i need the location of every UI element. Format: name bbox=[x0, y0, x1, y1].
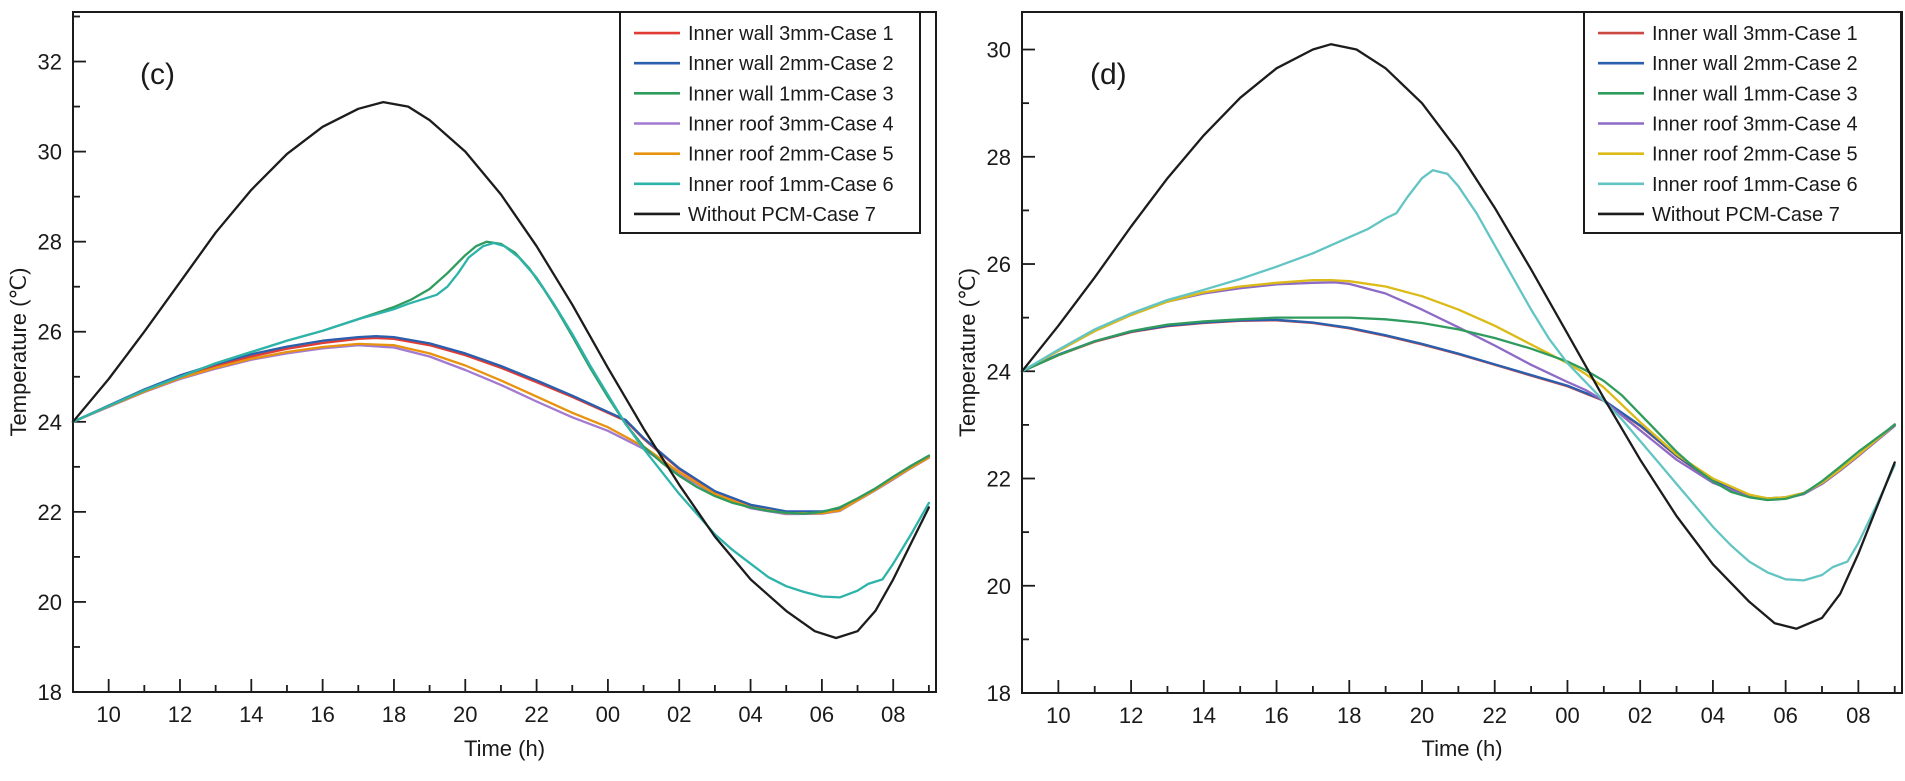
x-tick-label: 16 bbox=[1264, 703, 1288, 728]
plot-border bbox=[1021, 11, 1903, 694]
x-tick-label: 14 bbox=[239, 702, 263, 727]
x-tick-label: 16 bbox=[310, 702, 334, 727]
x-tick-label: 00 bbox=[596, 702, 620, 727]
legend-label: Without PCM-Case 7 bbox=[688, 204, 876, 226]
x-axis-title: Time (h) bbox=[464, 736, 545, 761]
series-line-case5 bbox=[71, 342, 931, 515]
series-line-case4 bbox=[1020, 281, 1896, 502]
legend-label: Inner roof 1mm-Case 6 bbox=[688, 174, 894, 196]
legend-label: Inner roof 2mm-Case 5 bbox=[688, 144, 894, 166]
x-tick-label: 14 bbox=[1192, 703, 1216, 728]
x-tick-label: 10 bbox=[1046, 703, 1070, 728]
series-line-case6 bbox=[1020, 169, 1896, 582]
x-tick-label: 00 bbox=[1555, 703, 1579, 728]
y-tick-label: 24 bbox=[987, 359, 1011, 384]
chart-panel-c: 10 12 14 16 18 20 22 00 02 04 06 08 18 20 22 24 26 28 30 32… bbox=[6, 11, 937, 761]
plot-border bbox=[72, 11, 937, 693]
y-tick-label: 28 bbox=[38, 230, 62, 255]
legend-label: Inner wall 3mm-Case 1 bbox=[1652, 23, 1858, 45]
series-line-case7 bbox=[1020, 43, 1896, 630]
legend-item-case3: Inner wall 1mm-Case 3 bbox=[1598, 83, 1858, 105]
series-line-case6 bbox=[71, 241, 931, 599]
legend-item-case7: Without PCM-Case 7 bbox=[1598, 204, 1840, 226]
legend-label: Inner roof 3mm-Case 4 bbox=[688, 114, 894, 136]
x-tick-label: 08 bbox=[881, 702, 905, 727]
legend-item-case5: Inner roof 2mm-Case 5 bbox=[1598, 144, 1858, 166]
y-tick-label: 30 bbox=[38, 140, 62, 165]
y-tick-label: 24 bbox=[38, 410, 62, 435]
legend: Inner wall 3mm-Case 1 Inner wall 2mm-Case… bbox=[1583, 11, 1902, 234]
legend-label: Inner wall 1mm-Case 3 bbox=[688, 83, 894, 105]
legend-label: Inner wall 3mm-Case 1 bbox=[688, 23, 894, 45]
x-tick-label: 04 bbox=[738, 702, 762, 727]
legend-label: Without PCM-Case 7 bbox=[1652, 204, 1840, 226]
y-tick-label: 22 bbox=[38, 500, 62, 525]
legend: Inner wall 3mm-Case 1 Inner wall 2mm-Case… bbox=[619, 11, 921, 234]
panel-label: (d) bbox=[1090, 58, 1127, 91]
y-tick-label: 30 bbox=[987, 38, 1011, 63]
legend-item-case1: Inner wall 3mm-Case 1 bbox=[1598, 23, 1858, 45]
y-axis-title: Temperature (℃) bbox=[955, 268, 980, 437]
x-tick-label: 22 bbox=[524, 702, 548, 727]
x-axis-title: Time (h) bbox=[1421, 736, 1502, 761]
x-tick-label: 08 bbox=[1846, 703, 1870, 728]
y-tick-label: 26 bbox=[987, 252, 1011, 277]
x-tick-label: 04 bbox=[1701, 703, 1725, 728]
y-tick-label: 22 bbox=[987, 467, 1011, 492]
legend-label: Inner wall 1mm-Case 3 bbox=[1652, 83, 1858, 105]
x-tick-label: 22 bbox=[1482, 703, 1506, 728]
series-line-case5 bbox=[1020, 278, 1896, 500]
panel-label: (c) bbox=[140, 58, 175, 91]
legend-label: Inner roof 2mm-Case 5 bbox=[1652, 144, 1858, 166]
legend-label: Inner wall 2mm-Case 2 bbox=[1652, 53, 1858, 75]
legend-item-case6: Inner roof 1mm-Case 6 bbox=[1598, 174, 1858, 196]
y-tick-label: 20 bbox=[38, 590, 62, 615]
legend-label: Inner roof 3mm-Case 4 bbox=[1652, 114, 1858, 136]
series-line-case1 bbox=[71, 336, 931, 514]
legend-item-case4: Inner roof 3mm-Case 4 bbox=[1598, 114, 1858, 136]
x-tick-label: 06 bbox=[810, 702, 834, 727]
legend-label: Inner wall 2mm-Case 2 bbox=[688, 53, 894, 75]
y-tick-label: 32 bbox=[38, 50, 62, 75]
legend-item-case2: Inner wall 2mm-Case 2 bbox=[1598, 53, 1858, 75]
series-line-case7 bbox=[71, 100, 931, 640]
series-line-case1 bbox=[1020, 319, 1896, 501]
x-tick-label: 20 bbox=[453, 702, 477, 727]
series-line-case3 bbox=[71, 240, 931, 515]
y-tick-label: 20 bbox=[987, 574, 1011, 599]
y-axis-title: Temperature (℃) bbox=[6, 268, 31, 437]
chart-panel-d: 10 12 14 16 18 20 22 00 02 04 06 08 18 20 22 24 26 28 30 Ti… bbox=[955, 11, 1903, 761]
series-line-case2 bbox=[71, 335, 931, 513]
x-tick-label: 10 bbox=[96, 702, 120, 727]
series-line-case2 bbox=[1020, 318, 1896, 500]
series-line-case3 bbox=[1020, 316, 1896, 502]
x-tick-label: 12 bbox=[168, 702, 192, 727]
legend-item-case2: Inner wall 2mm-Case 2 bbox=[634, 53, 894, 75]
x-tick-label: 12 bbox=[1119, 703, 1143, 728]
legend-item-case6: Inner roof 1mm-Case 6 bbox=[634, 174, 894, 196]
x-tick-label: 18 bbox=[382, 702, 406, 727]
y-tick-label: 26 bbox=[38, 320, 62, 345]
legend-item-case1: Inner wall 3mm-Case 1 bbox=[634, 23, 894, 45]
x-tick-label: 18 bbox=[1337, 703, 1361, 728]
x-tick-label: 02 bbox=[1628, 703, 1652, 728]
y-tick-label: 28 bbox=[987, 145, 1011, 170]
legend-label: Inner roof 1mm-Case 6 bbox=[1652, 174, 1858, 196]
x-tick-label: 02 bbox=[667, 702, 691, 727]
legend-item-case7: Without PCM-Case 7 bbox=[634, 204, 876, 226]
y-tick-label: 18 bbox=[987, 681, 1011, 706]
x-tick-label: 20 bbox=[1410, 703, 1434, 728]
x-tick-label: 06 bbox=[1773, 703, 1797, 728]
y-tick-label: 18 bbox=[38, 680, 62, 705]
legend-item-case5: Inner roof 2mm-Case 5 bbox=[634, 144, 894, 166]
legend-item-case4: Inner roof 3mm-Case 4 bbox=[634, 114, 894, 136]
legend-item-case3: Inner wall 1mm-Case 3 bbox=[634, 83, 894, 105]
